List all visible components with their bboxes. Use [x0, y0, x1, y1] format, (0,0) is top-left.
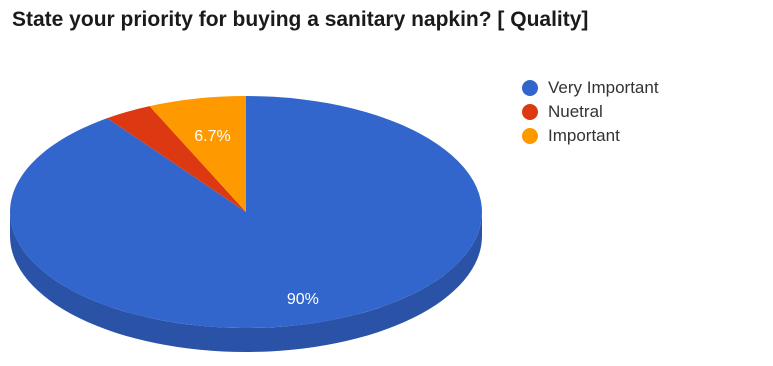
chart-title: State your priority for buying a sanitar… [12, 8, 589, 31]
data-label-important: 6.7% [194, 128, 230, 145]
legend-label-nuetral: Nuetral [548, 102, 603, 121]
legend-label-important: Important [548, 126, 620, 145]
legend-item-nuetral[interactable]: Nuetral [522, 100, 659, 124]
legend-item-important[interactable]: Important [522, 124, 659, 148]
pie-slice-very-important[interactable] [10, 96, 482, 328]
pie-slice-nuetral[interactable] [107, 106, 246, 212]
pie-side-very-important [10, 212, 482, 352]
legend-swatch-important [522, 128, 538, 144]
legend: Very Important Nuetral Important [522, 76, 659, 148]
data-label-very-important: 90% [287, 291, 319, 308]
legend-label-very-important: Very Important [548, 78, 659, 97]
legend-swatch-very-important [522, 80, 538, 96]
legend-item-very-important[interactable]: Very Important [522, 76, 659, 100]
legend-swatch-nuetral [522, 104, 538, 120]
pie-slice-important[interactable] [149, 96, 246, 212]
